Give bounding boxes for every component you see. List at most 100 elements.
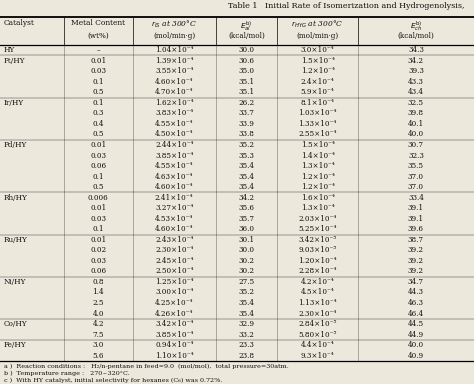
Text: 1.04×10⁻⁴: 1.04×10⁻⁴ [155,46,193,54]
Text: 0.1: 0.1 [92,78,104,86]
Text: 44.9: 44.9 [408,331,424,339]
Text: 1.5×10⁻⁴: 1.5×10⁻⁴ [301,57,335,65]
Text: 2.45×10⁻⁴: 2.45×10⁻⁴ [155,257,193,265]
Text: 44.3: 44.3 [408,288,424,296]
Text: 4.25×10⁻⁴: 4.25×10⁻⁴ [155,299,193,307]
Text: 40.9: 40.9 [408,352,424,360]
Text: 1.10×10⁻⁴: 1.10×10⁻⁴ [155,352,193,360]
Text: 30.0: 30.0 [238,247,255,254]
Text: c )  With HY catalyst, initial selectivity for hexanes (C₆) was 0.72%.: c ) With HY catalyst, initial selectivit… [4,378,222,383]
Text: 40.0: 40.0 [408,341,424,349]
Text: HY: HY [4,46,15,54]
Text: (kcal/mol): (kcal/mol) [398,32,434,40]
Text: 39.2: 39.2 [408,267,424,275]
Text: 1.25×10⁻⁴: 1.25×10⁻⁴ [155,278,193,286]
Text: 0.03: 0.03 [91,67,106,75]
Text: 3.27×10⁻⁴: 3.27×10⁻⁴ [155,204,193,212]
Text: 3.55×10⁻⁴: 3.55×10⁻⁴ [155,67,193,75]
Text: 35.2: 35.2 [238,141,255,149]
Text: Ir/HY: Ir/HY [4,99,24,107]
Text: Metal Content: Metal Content [72,19,125,27]
Text: 1.4×10⁻⁴: 1.4×10⁻⁴ [301,152,335,159]
Text: 43.3: 43.3 [408,78,424,86]
Text: 23.3: 23.3 [238,341,255,349]
Text: 32.3: 32.3 [408,152,424,159]
Text: 4.0: 4.0 [92,310,104,318]
Text: 1.2×10⁻⁴: 1.2×10⁻⁴ [301,67,335,75]
Text: Table 1   Initial Rate of Isomerization and Hydrogenolysis,: Table 1 Initial Rate of Isomerization an… [228,2,465,10]
Text: 4.60×10⁻⁴: 4.60×10⁻⁴ [155,225,193,233]
Text: 4.26×10⁻⁴: 4.26×10⁻⁴ [155,310,193,318]
Text: 35.2: 35.2 [238,288,255,296]
Text: 9.3×10⁻⁴: 9.3×10⁻⁴ [301,352,334,360]
Text: 36.0: 36.0 [238,225,255,233]
Text: 39.2: 39.2 [408,257,424,265]
Text: 35.4: 35.4 [238,310,255,318]
Text: Ru/HY: Ru/HY [4,236,27,244]
Text: 37.0: 37.0 [408,173,424,180]
Text: 30.1: 30.1 [238,236,255,244]
Text: (mol/min·g): (mol/min·g) [153,32,195,40]
Text: a )  Reaction conditions :   H₂/n-pentane in feed=9.0  (mol/mol),  total pressur: a ) Reaction conditions : H₂/n-pentane i… [4,364,289,369]
Text: 39.8: 39.8 [408,109,424,118]
Text: 4.50×10⁻⁴: 4.50×10⁻⁴ [155,131,193,139]
Text: 0.1: 0.1 [92,173,104,180]
Text: 4.4×10⁻⁴: 4.4×10⁻⁴ [301,341,335,349]
Text: 32.9: 32.9 [238,320,255,328]
Text: Catalyst: Catalyst [4,19,35,27]
Text: 2.55×10⁻⁴: 2.55×10⁻⁴ [299,131,337,139]
Text: 1.13×10⁻⁴: 1.13×10⁻⁴ [298,299,337,307]
Text: 2.5: 2.5 [92,299,104,307]
Text: 32.5: 32.5 [408,99,424,107]
Text: 34.3: 34.3 [408,46,424,54]
Text: 4.70×10⁻⁴: 4.70×10⁻⁴ [155,88,193,96]
Text: 30.2: 30.2 [238,267,255,275]
Text: 0.01: 0.01 [90,141,107,149]
Text: 0.1: 0.1 [92,99,104,107]
Text: Ni/HY: Ni/HY [4,278,26,286]
Text: 2.03×10⁻⁴: 2.03×10⁻⁴ [299,215,337,223]
Text: 1.3×10⁻⁴: 1.3×10⁻⁴ [301,204,335,212]
Text: 2.30×10⁻⁴: 2.30×10⁻⁴ [155,247,193,254]
Text: 35.3: 35.3 [238,152,255,159]
Text: 1.6×10⁻⁴: 1.6×10⁻⁴ [301,194,335,202]
Text: 27.5: 27.5 [238,278,255,286]
Text: 4.55×10⁻⁴: 4.55×10⁻⁴ [155,120,193,128]
Text: 39.2: 39.2 [408,247,424,254]
Text: 40.0: 40.0 [408,131,424,139]
Text: 3.0: 3.0 [93,341,104,349]
Text: 2.41×10⁻⁴: 2.41×10⁻⁴ [155,194,193,202]
Text: 1.62×10⁻⁴: 1.62×10⁻⁴ [155,99,193,107]
Text: 2.28×10⁻⁴: 2.28×10⁻⁴ [299,267,337,275]
Text: 0.3: 0.3 [93,109,104,118]
Text: 0.94×10⁻⁴: 0.94×10⁻⁴ [155,341,193,349]
Text: 35.4: 35.4 [238,162,255,170]
Text: 4.5×10⁻⁴: 4.5×10⁻⁴ [301,288,335,296]
Text: 30.6: 30.6 [238,57,255,65]
Text: 33.4: 33.4 [408,194,424,202]
Text: 1.03×10⁻⁴: 1.03×10⁻⁴ [299,109,337,118]
Text: 0.8: 0.8 [92,278,104,286]
Text: 1.33×10⁻⁴: 1.33×10⁻⁴ [299,120,337,128]
Text: 39.1: 39.1 [408,204,424,212]
Text: 35.4: 35.4 [238,173,255,180]
Text: 0.06: 0.06 [90,162,107,170]
Text: 2.30×10⁻⁴: 2.30×10⁻⁴ [299,310,337,318]
Text: 9.03×10⁻⁵: 9.03×10⁻⁵ [299,247,337,254]
Text: 8.1×10⁻⁴: 8.1×10⁻⁴ [301,99,335,107]
Text: 0.5: 0.5 [92,131,104,139]
Text: Co/HY: Co/HY [4,320,27,328]
Text: 35.0: 35.0 [238,67,255,75]
Text: 37.0: 37.0 [408,183,424,191]
Text: 0.02: 0.02 [90,247,107,254]
Text: Pd/HY: Pd/HY [4,141,27,149]
Text: Fe/HY: Fe/HY [4,341,27,349]
Text: 35.7: 35.7 [238,215,255,223]
Text: 35.4: 35.4 [238,299,255,307]
Text: 35.1: 35.1 [238,88,255,96]
Text: 46.4: 46.4 [408,310,424,318]
Text: 3.00×10⁻⁴: 3.00×10⁻⁴ [155,288,193,296]
Text: 33.2: 33.2 [238,331,255,339]
Text: 0.4: 0.4 [92,120,104,128]
Text: 1.20×10⁻⁴: 1.20×10⁻⁴ [298,257,337,265]
